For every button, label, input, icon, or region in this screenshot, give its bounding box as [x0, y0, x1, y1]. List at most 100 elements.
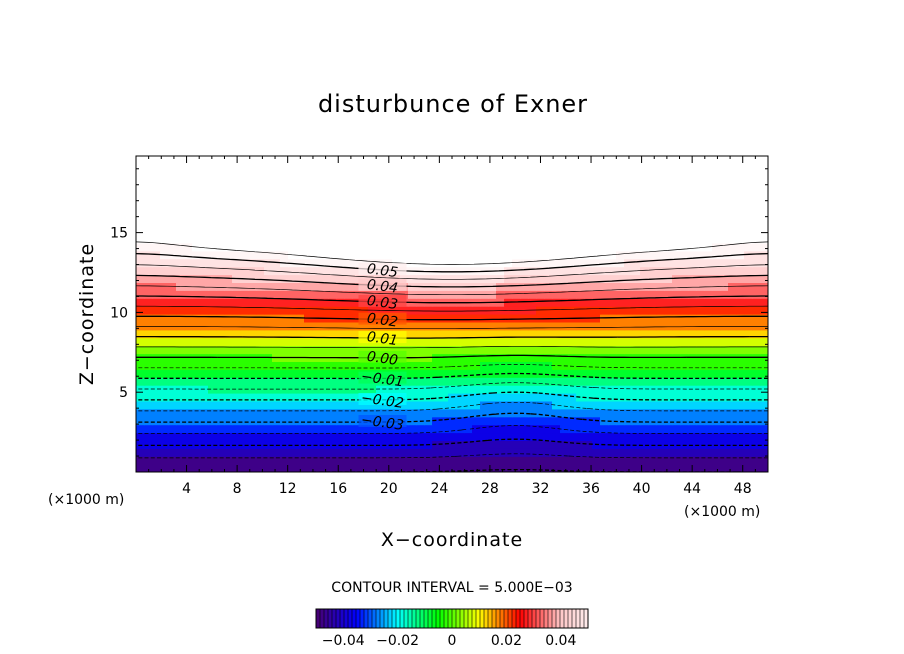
contour-fill-cell — [168, 258, 177, 268]
contour-fill-cell — [432, 211, 441, 220]
contour-fill-cell — [168, 187, 177, 197]
contour-fill-cell — [576, 235, 585, 244]
contour-fill-cell — [608, 464, 617, 472]
contour-fill-cell — [320, 345, 329, 355]
contour-fill-cell — [632, 456, 641, 465]
contour-fill-cell — [464, 171, 473, 181]
contour-fill-cell — [248, 187, 257, 197]
contour-fill-cell — [272, 219, 281, 228]
contour-fill-cell — [192, 219, 201, 228]
contour-fill-cell — [624, 432, 633, 441]
contour-fill-cell — [688, 400, 697, 410]
contour-fill-cell — [680, 416, 689, 426]
contour-fill-cell — [696, 369, 705, 378]
contour-fill-cell — [664, 424, 673, 434]
contour-fill-cell — [624, 369, 633, 378]
contour-fill-cell — [712, 416, 721, 426]
contour-fill-cell — [264, 424, 273, 434]
contour-fill-cell — [376, 242, 385, 252]
contour-fill-cell — [408, 195, 417, 204]
contour-fill-cell — [408, 227, 417, 236]
contour-fill-cell — [672, 235, 681, 244]
contour-fill-cell — [664, 448, 673, 457]
contour-fill-cell — [584, 464, 593, 472]
contour-fill-cell — [320, 448, 329, 457]
contour-fill-cell — [704, 266, 713, 276]
contour-fill-cell — [440, 242, 449, 252]
contour-fill-cell — [576, 432, 585, 441]
contour-fill-cell — [272, 464, 281, 472]
contour-fill-cell — [328, 266, 337, 276]
contour-fill-cell — [400, 211, 409, 220]
contour-fill-cell — [192, 187, 201, 197]
contour-fill-cell — [672, 321, 681, 331]
contour-fill-cell — [600, 298, 609, 307]
contour-fill-cell — [288, 179, 297, 189]
contour-fill-cell — [752, 408, 761, 418]
contour-fill-cell — [648, 282, 657, 291]
contour-fill-cell — [544, 345, 553, 355]
contour-fill-cell — [720, 156, 729, 165]
contour-fill-cell — [720, 235, 729, 244]
contour-fill-cell — [704, 227, 713, 236]
contour-fill-cell — [704, 337, 713, 347]
contour-fill-cell — [160, 337, 169, 347]
contour-fill-cell — [432, 321, 441, 331]
contour-fill-cell — [672, 393, 681, 402]
contour-fill-cell — [280, 400, 289, 410]
contour-fill-cell — [504, 227, 513, 236]
contour-fill-cell — [424, 369, 433, 378]
contour-fill-cell — [760, 456, 768, 465]
contour-fill-cell — [672, 345, 681, 355]
contour-fill-cell — [312, 227, 321, 236]
contour-fill-cell — [624, 211, 633, 220]
contour-fill-cell — [752, 179, 761, 189]
contour-fill-cell — [360, 424, 369, 434]
contour-fill-cell — [400, 448, 409, 457]
contour-fill-cell — [600, 424, 609, 434]
contour-fill-cell — [232, 345, 241, 355]
contour-fill-cell — [528, 282, 537, 291]
contour-fill-cell — [168, 203, 177, 212]
contour-fill-cell — [448, 187, 457, 197]
contour-fill-cell — [472, 456, 481, 465]
contour-fill-cell — [424, 156, 433, 165]
contour-fill-cell — [752, 250, 761, 260]
contour-fill-cell — [680, 203, 689, 212]
contour-fill-cell — [744, 290, 753, 299]
contour-fill-cell — [376, 250, 385, 260]
contour-fill-cell — [344, 377, 353, 386]
contour-fill-cell — [312, 345, 321, 355]
contour-fill-cell — [352, 227, 361, 236]
contour-fill-cell — [440, 187, 449, 197]
contour-fill-cell — [144, 393, 153, 402]
contour-fill-cell — [408, 440, 417, 449]
contour-fill-cell — [760, 369, 768, 378]
contour-fill-cell — [712, 464, 721, 472]
contour-fill-cell — [488, 448, 497, 457]
contour-fill-cell — [712, 195, 721, 204]
contour-fill-cell — [384, 258, 393, 268]
contour-fill-cell — [616, 282, 625, 291]
contour-fill-cell — [288, 235, 297, 244]
contour-fill-cell — [680, 408, 689, 418]
contour-fill-cell — [152, 290, 161, 299]
contour-fill-cell — [584, 432, 593, 441]
contour-fill-cell — [672, 187, 681, 197]
contour-fill-cell — [472, 393, 481, 402]
contour-fill-cell — [584, 163, 593, 173]
contour-fill-cell — [256, 377, 265, 386]
contour-fill-cell — [208, 408, 217, 418]
contour-fill-cell — [480, 187, 489, 197]
contour-fill-cell — [352, 187, 361, 197]
colorbar-cell — [468, 609, 473, 628]
colorbar-cell — [336, 609, 341, 628]
contour-fill-cell — [520, 321, 529, 331]
contour-fill-cell — [416, 393, 425, 402]
contour-fill-cell — [336, 250, 345, 260]
contour-fill-cell — [448, 464, 457, 472]
contour-fill-cell — [248, 393, 257, 402]
contour-line — [136, 345, 768, 349]
contour-fill-cell — [256, 227, 265, 236]
